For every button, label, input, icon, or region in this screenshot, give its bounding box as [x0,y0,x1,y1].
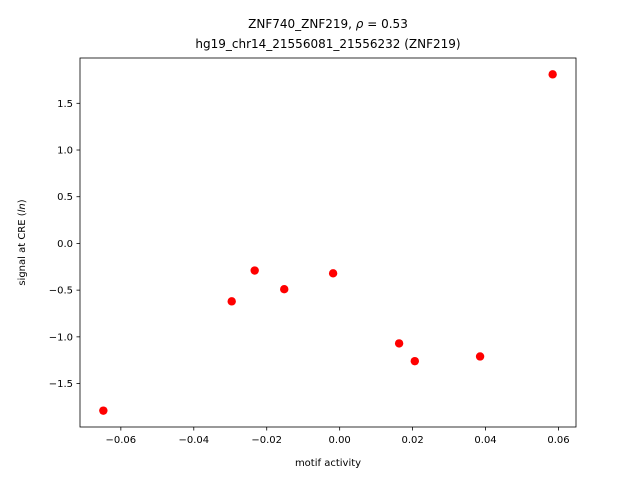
y-axis-label-post: ) [17,199,28,203]
chart-title-line2: hg19_chr14_21556081_21556232 (ZNF219) [195,37,460,51]
plot-area-frame [79,57,577,428]
y-tick-label: 0.0 [57,239,73,250]
data-point-8 [475,352,485,361]
ticks-layer: −0.06 −0.04 −0.02 0.00 0.02 0.04 0.06 −1.5 −1.0 −… [49,99,570,446]
chart-title-rho: ρ [356,17,364,31]
y-tick-label: 1.0 [57,146,73,157]
x-tick-label: 0.00 [329,435,351,446]
y-axis-label: signal at CRE (ln) [17,199,28,285]
chart-title-line1: ZNF740_ZNF219, ρ = 0.53 [248,17,408,31]
y-tick-label: 1.5 [57,99,73,110]
chart-title-line1-pre: ZNF740_ZNF219, [248,17,356,31]
x-tick-label: 0.04 [474,435,496,446]
data-point-6 [394,339,404,348]
data-point-7 [410,356,419,366]
chart-title-line1-post: = 0.53 [363,17,407,31]
y-tick-label: 0.5 [57,192,73,203]
x-tick-label: −0.04 [178,435,209,446]
points-layer [99,70,557,415]
y-axis-label-italic: ln [17,203,28,212]
x-tick-label: −0.02 [251,435,282,446]
x-axis-label: motif activity [295,458,361,469]
data-point-1 [99,406,108,415]
y-tick-label: −0.5 [49,286,73,297]
x-tick-label: 0.06 [547,435,569,446]
x-tick-label: −0.06 [106,435,137,446]
y-tick-label: −1.5 [49,379,73,390]
y-tick-label: −1.0 [49,332,73,343]
data-point-9 [548,70,557,79]
data-point-4 [280,285,289,294]
y-axis-label-pre: signal at CRE ( [17,212,28,285]
data-point-3 [250,266,259,275]
data-point-5 [328,269,338,278]
data-point-2 [227,297,236,306]
x-tick-label: 0.02 [401,435,423,446]
